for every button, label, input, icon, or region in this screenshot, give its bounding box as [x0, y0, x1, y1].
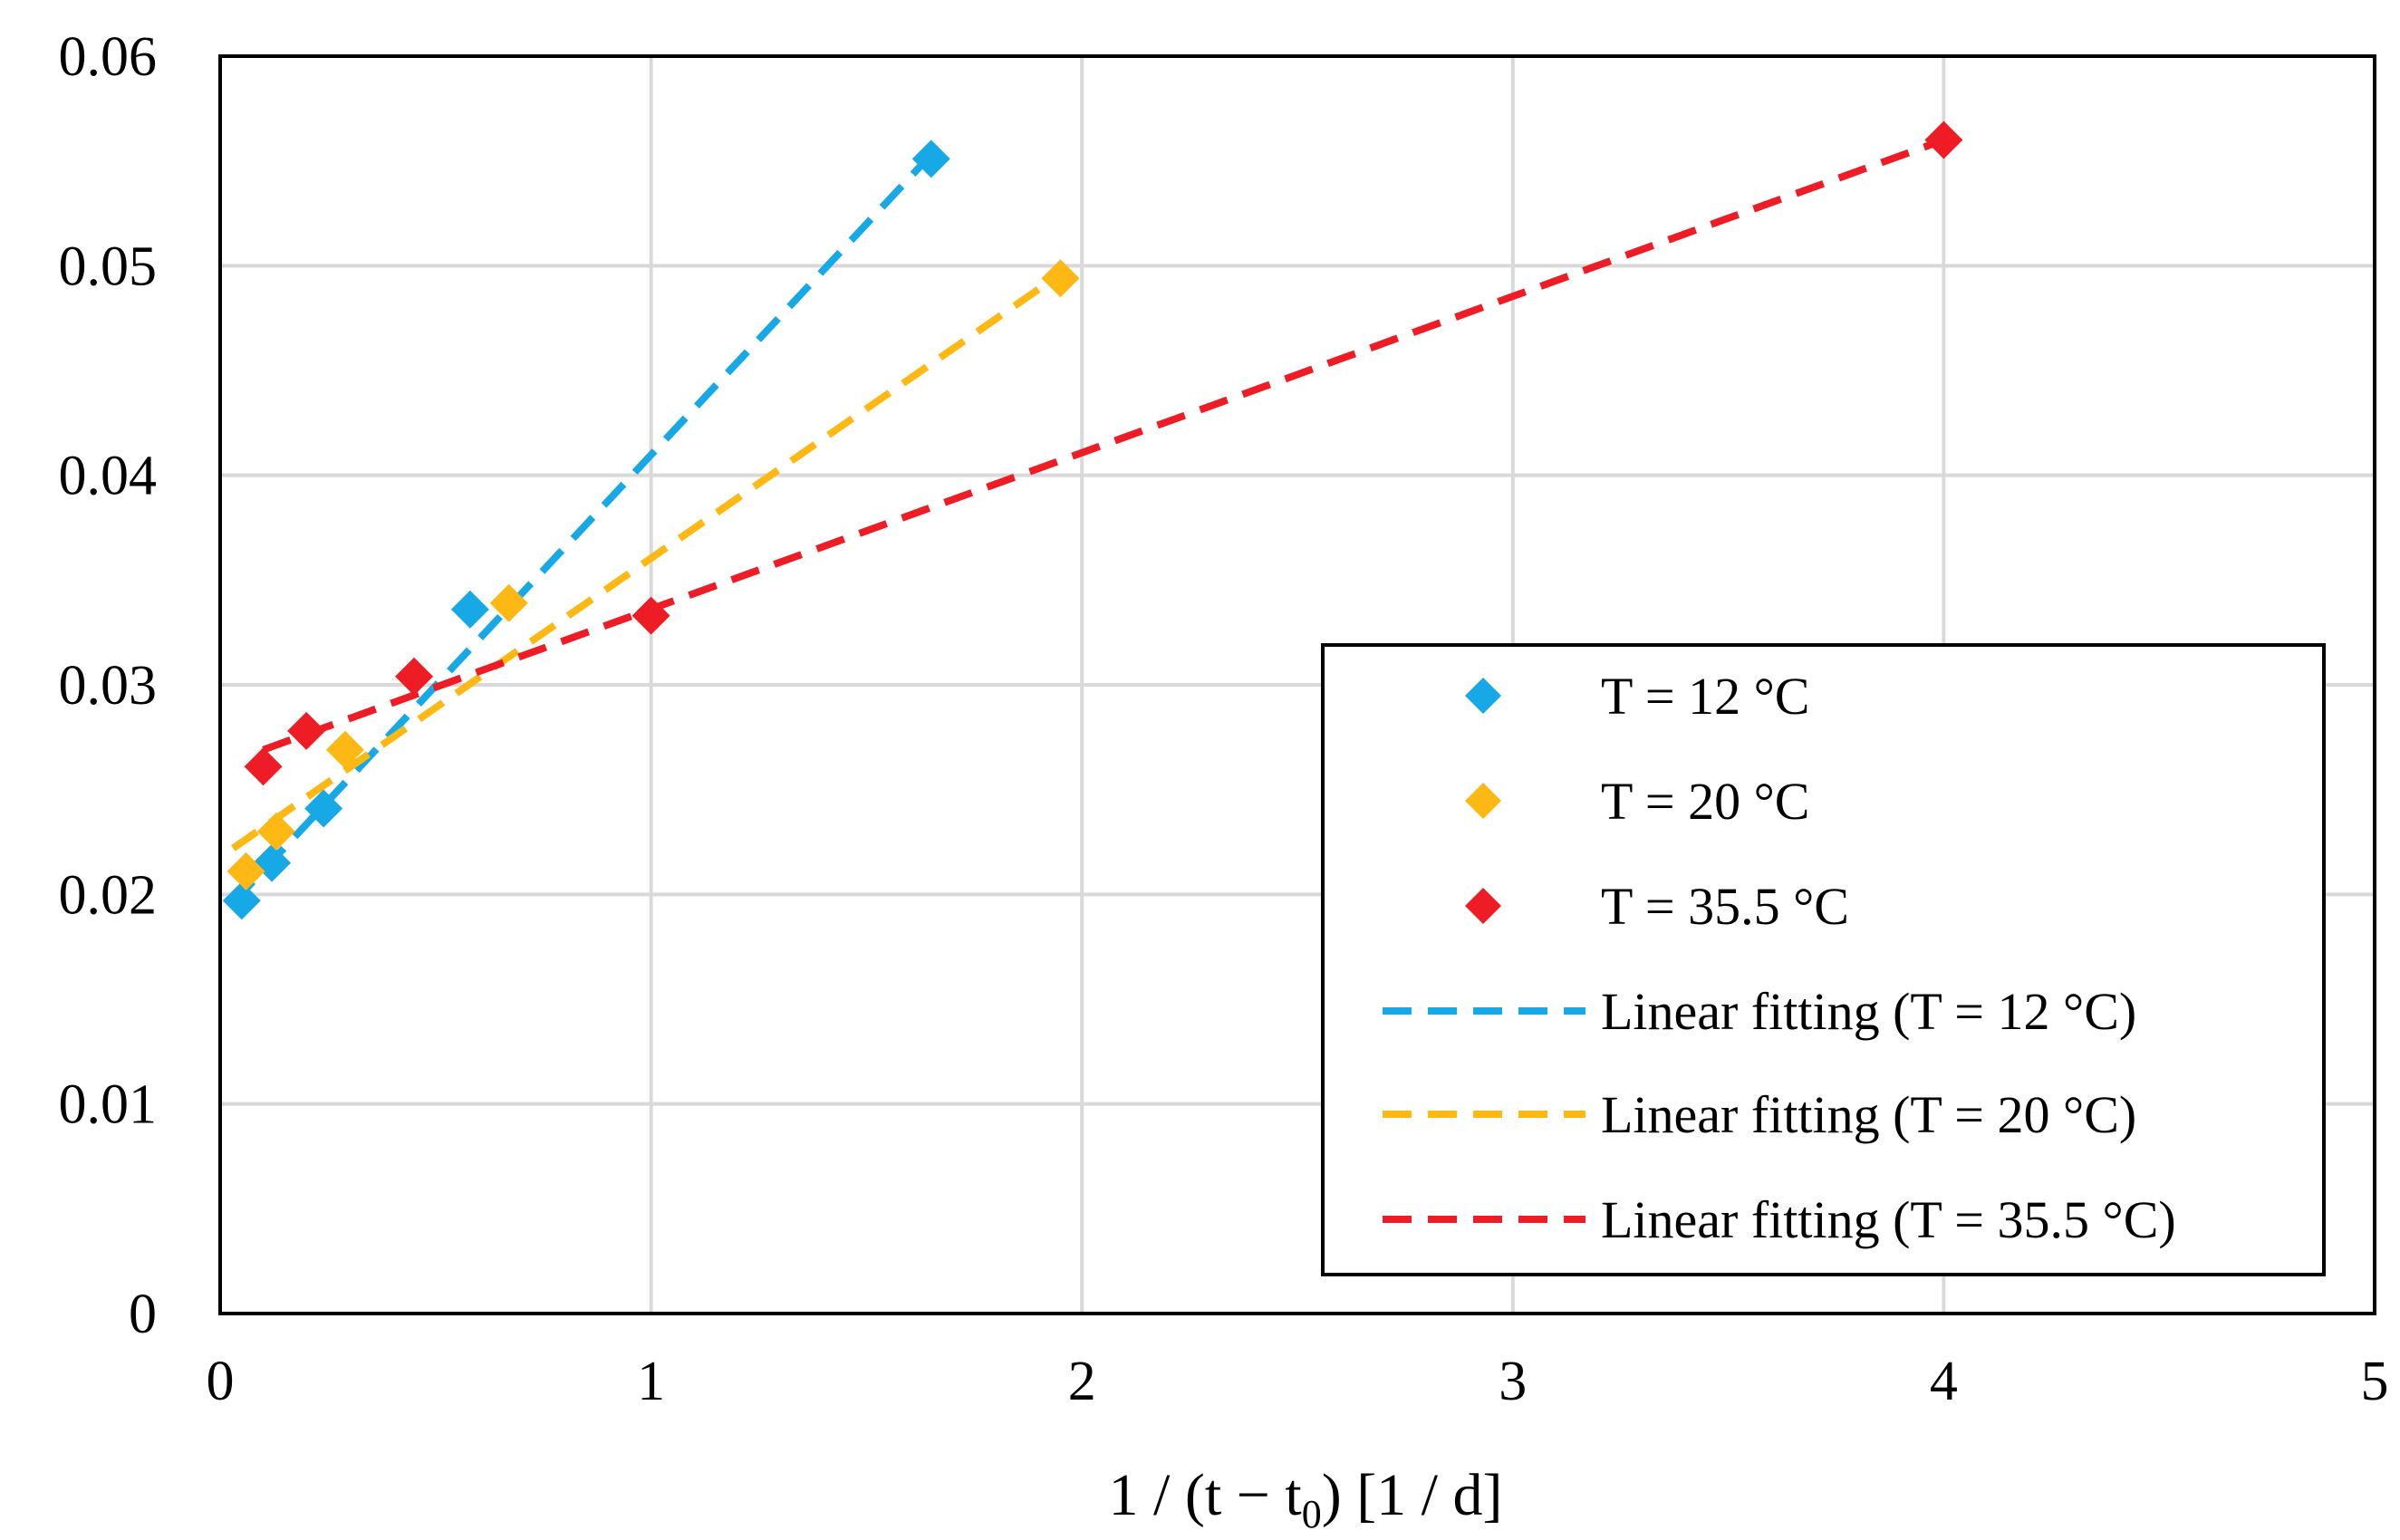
x-axis-title: 1 / (t − t0) [1 / d]	[1109, 1462, 1503, 1536]
legend-label: T = 20 °C	[1601, 772, 1809, 831]
fit-line	[230, 271, 1063, 852]
fit-line	[230, 151, 934, 906]
y-tick-label: 0.05	[59, 236, 158, 297]
data-point	[304, 789, 343, 828]
data-points	[222, 120, 1963, 920]
legend-marker	[1465, 783, 1501, 819]
plot-frame	[218, 54, 2376, 1315]
legend: T = 12 °C T = 20 °C T = 35.5 °C Linear fitt…	[1321, 643, 2326, 1276]
x-tick-label: 0	[207, 1351, 235, 1412]
y-tick-label: 0.06	[59, 26, 158, 88]
data-point	[911, 140, 950, 178]
y-tick-labels: 0 0.01 0.02 0.03 0.04 0.05 0.06	[59, 26, 158, 1345]
x-tick-label: 3	[1499, 1351, 1527, 1412]
data-point	[450, 590, 489, 629]
y-tick-label: 0.04	[59, 446, 158, 507]
x-tick-label: 2	[1068, 1351, 1096, 1412]
x-tick-label: 5	[2361, 1351, 2389, 1412]
data-point	[244, 747, 283, 786]
x-axis-title-prefix: 1 / (t − t	[1109, 1462, 1302, 1528]
y-tick-label: 0.03	[59, 655, 158, 717]
x-tick-label: 4	[1930, 1351, 1958, 1412]
legend-label: Linear fitting (T = 35.5 °C)	[1601, 1190, 2176, 1249]
x-tick-labels: 0 1 2 3 4 5	[207, 1351, 2389, 1412]
legend-label: T = 12 °C	[1601, 667, 1809, 726]
legend-label: Linear fitting (T = 12 °C)	[1601, 982, 2136, 1041]
legend-label: T = 35.5 °C	[1601, 877, 1849, 936]
y-tick-label: 0.02	[59, 864, 158, 926]
data-point	[1924, 120, 1963, 159]
data-point	[631, 596, 670, 635]
fit-line	[262, 136, 1945, 754]
x-axis-title-subscript: 0	[1302, 1492, 1322, 1536]
legend-box	[1321, 643, 2326, 1276]
y-tick-label: 0	[129, 1284, 157, 1345]
x-axis-title-suffix: ) [1 / d]	[1322, 1462, 1503, 1528]
data-point	[395, 657, 434, 696]
data-point	[287, 711, 326, 750]
y-tick-label: 0.01	[59, 1074, 158, 1136]
legend-label: Linear fitting (T = 20 °C)	[1601, 1085, 2136, 1144]
data-point	[489, 583, 528, 622]
legend-marker	[1465, 678, 1501, 714]
x-tick-label: 1	[637, 1351, 665, 1412]
data-point	[222, 881, 261, 920]
data-point	[1041, 259, 1080, 298]
data-point	[256, 812, 295, 851]
data-point	[325, 730, 364, 769]
fit-lines	[230, 136, 1945, 906]
legend-marker	[1465, 888, 1501, 924]
data-point	[227, 852, 265, 890]
